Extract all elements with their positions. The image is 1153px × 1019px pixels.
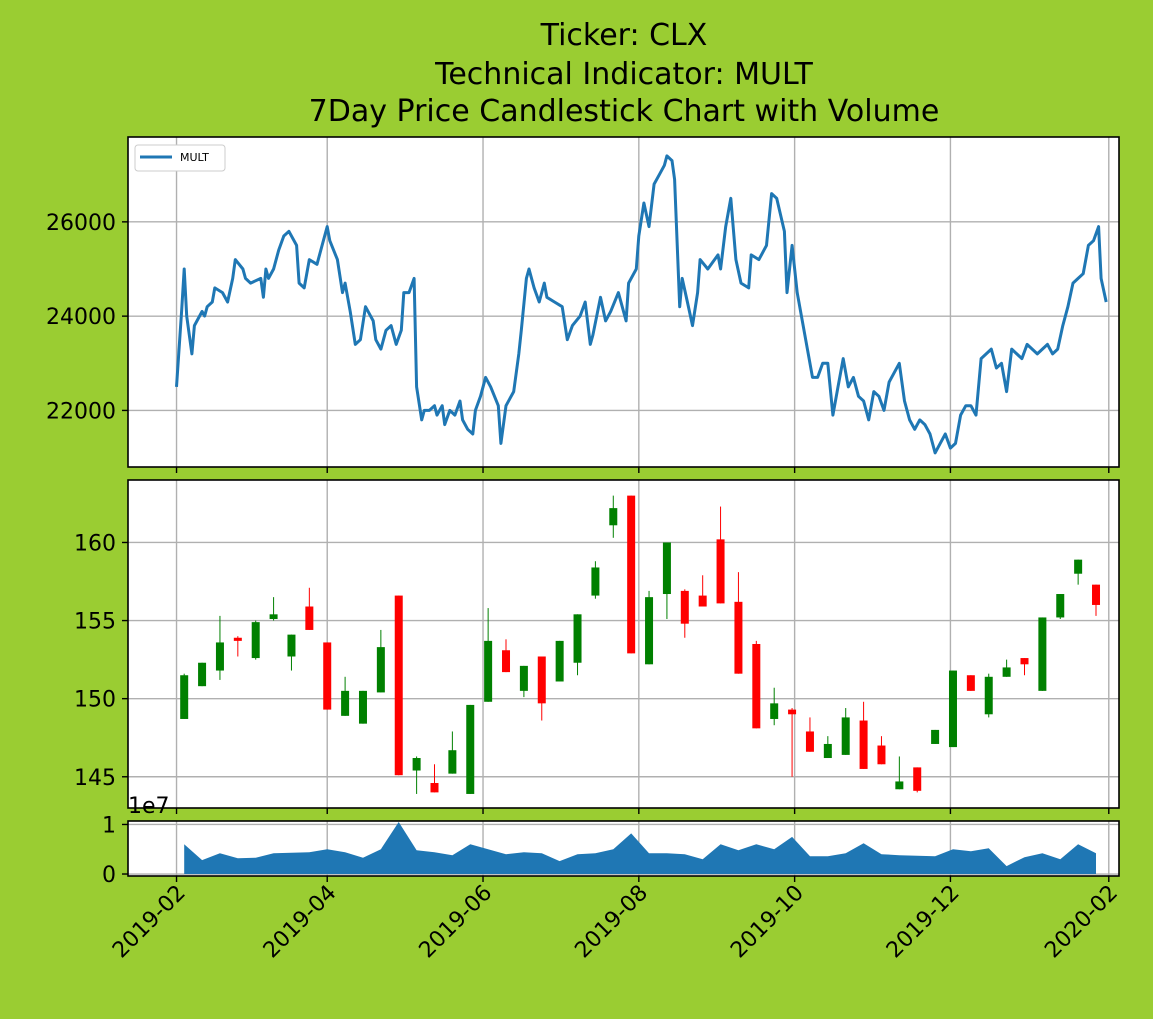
candle-body-42 — [931, 729, 940, 744]
candle-body-16 — [466, 704, 475, 794]
candle-body-34 — [788, 709, 797, 715]
candle-body-48 — [1038, 617, 1047, 691]
candle-body-13 — [412, 758, 421, 771]
candle-body-38 — [859, 720, 868, 769]
x-tick-label-0: 2019-02 — [108, 881, 191, 964]
candle-body-24 — [609, 508, 618, 526]
price-y-tick-label-2: 155 — [74, 610, 116, 635]
volume-area — [184, 822, 1096, 874]
candle-body-4 — [251, 622, 260, 659]
chart-title-line-2: Technical Indicator: MULT — [434, 57, 813, 92]
candle-body-44 — [966, 675, 975, 691]
legend-box — [134, 144, 226, 172]
candle-body-20 — [537, 656, 546, 704]
candle-body-47 — [1020, 658, 1029, 665]
candle-body-51 — [1092, 584, 1101, 605]
candle-body-27 — [662, 542, 671, 595]
candle-body-35 — [805, 731, 814, 752]
candle-body-45 — [984, 676, 993, 715]
volume-panel: 0 1 1e7 — [102, 794, 1120, 888]
candle-body-28 — [680, 590, 689, 624]
volume-frame — [127, 820, 1120, 877]
candle-body-37 — [841, 717, 850, 755]
candle-body-39 — [877, 745, 886, 765]
price-y-tick-label-1: 150 — [74, 688, 116, 713]
candle-body-41 — [913, 767, 922, 791]
candle-body-26 — [645, 597, 654, 665]
candle-body-14 — [430, 783, 439, 793]
candle-body-23 — [591, 567, 600, 596]
candle-body-12 — [394, 595, 403, 776]
candle-body-33 — [770, 703, 779, 719]
volume-y-tick-label-1: 1 — [102, 813, 116, 838]
legend-label-mult: MULT — [180, 151, 209, 164]
legend: MULT — [134, 144, 226, 172]
candle-body-11 — [376, 647, 385, 693]
x-tick-label-2: 2019-06 — [415, 881, 498, 964]
candle-body-2 — [215, 642, 224, 671]
candlestick-panel: 145 150 155 160 — [74, 479, 1120, 814]
candle-body-18 — [502, 650, 511, 673]
candle-body-50 — [1074, 559, 1083, 574]
indicator-y-tick-label-0: 22000 — [46, 399, 116, 424]
candle-body-36 — [823, 743, 832, 759]
candle-body-25 — [627, 495, 636, 654]
candle-body-32 — [752, 644, 761, 729]
candle-body-15 — [448, 750, 457, 774]
x-tick-label-4: 2019-10 — [726, 881, 809, 964]
chart-title-line-1: Ticker: CLX — [540, 18, 708, 53]
candle-body-22 — [573, 614, 582, 663]
x-tick-label-1: 2019-04 — [259, 881, 342, 964]
price-y-tick-label-0: 145 — [74, 766, 116, 791]
volume-offset-label: 1e7 — [128, 794, 170, 819]
chart-title-line-3: 7Day Price Candlestick Chart with Volume — [309, 94, 940, 129]
candle-body-21 — [555, 640, 564, 682]
mult-series-line — [175, 154, 1108, 455]
candle-body-19 — [519, 665, 528, 691]
candle-body-46 — [1002, 667, 1011, 677]
candle-body-3 — [233, 637, 242, 641]
x-tick-label-5: 2019-12 — [882, 881, 965, 964]
indicator-y-tick-label-2: 26000 — [46, 211, 116, 236]
volume-y-tick-label-0: 0 — [102, 863, 116, 888]
candle-body-7 — [305, 606, 314, 630]
price-frame — [127, 479, 1120, 809]
candle-body-29 — [698, 595, 707, 607]
indicator-plot-area — [128, 137, 1119, 467]
candle-body-6 — [287, 634, 296, 657]
x-axis: 2019-02 2019-04 2019-06 2019-08 2019-10 2019-… — [108, 881, 1123, 964]
x-tick-label-6: 2020-02 — [1040, 881, 1123, 964]
candle-body-8 — [323, 642, 332, 710]
candle-body-31 — [734, 601, 743, 674]
candle-body-10 — [358, 690, 367, 724]
price-y-tick-label-3: 160 — [74, 531, 116, 556]
candle-body-17 — [484, 640, 493, 702]
indicator-panel: 22000 24000 26000 MULT — [46, 136, 1120, 473]
candle-body-0 — [180, 675, 189, 719]
indicator-frame — [127, 136, 1120, 468]
candle-body-43 — [948, 670, 957, 748]
price-plot-area — [128, 480, 1119, 808]
candle-body-1 — [198, 662, 207, 687]
candle-body-40 — [895, 781, 904, 790]
candle-body-9 — [341, 690, 350, 716]
candle-body-30 — [716, 539, 725, 604]
indicator-y-tick-label-1: 24000 — [46, 305, 116, 330]
x-tick-label-3: 2019-08 — [570, 881, 653, 964]
candle-body-49 — [1056, 594, 1065, 618]
candle-body-5 — [269, 614, 278, 620]
